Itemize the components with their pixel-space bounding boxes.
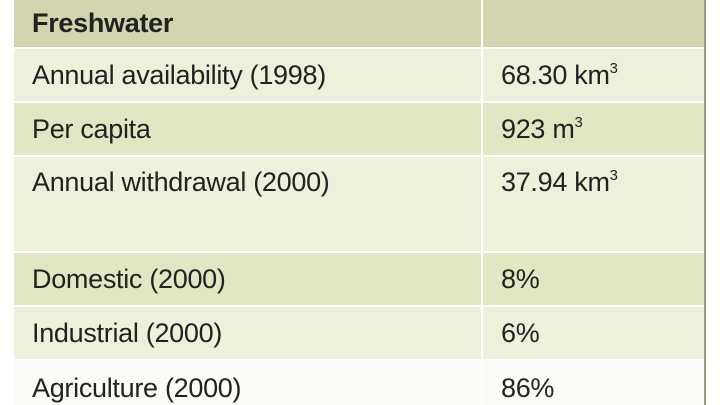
table-row: Domestic (2000) 8% [14, 252, 706, 307]
row-label: Domestic (2000) [14, 252, 482, 307]
row-value: 86% [481, 360, 706, 405]
row-label: Annual availability (1998) [14, 48, 482, 103]
table-row: Industrial (2000) 6% [14, 306, 706, 361]
row-value: 37.94 km3 [481, 156, 706, 253]
unit-exponent: 3 [574, 114, 583, 131]
table-header-value [481, 0, 706, 49]
table-row: Annual availability (1998) 68.30 km3 [14, 48, 706, 103]
row-label: Per capita [14, 102, 482, 157]
table-row: Annual withdrawal (2000) 37.94 km3 [14, 156, 706, 253]
unit-exponent: 3 [609, 167, 618, 184]
table-row: Agriculture (2000) 86% [14, 360, 706, 405]
row-label: Agriculture (2000) [14, 360, 482, 405]
table-header-row: Freshwater [14, 0, 706, 49]
row-value: 8% [481, 252, 706, 307]
unit-exponent: 3 [609, 60, 618, 77]
table-header-label: Freshwater [14, 0, 482, 49]
table-row: Per capita 923 m3 [14, 102, 706, 157]
row-value: 68.30 km3 [481, 48, 706, 103]
row-value: 6% [481, 306, 706, 361]
row-label: Industrial (2000) [14, 306, 482, 361]
table-right-border [704, 0, 706, 405]
freshwater-table: Freshwater Annual availability (1998) 68… [14, 0, 706, 405]
row-label: Annual withdrawal (2000) [14, 156, 482, 253]
row-value: 923 m3 [481, 102, 706, 157]
